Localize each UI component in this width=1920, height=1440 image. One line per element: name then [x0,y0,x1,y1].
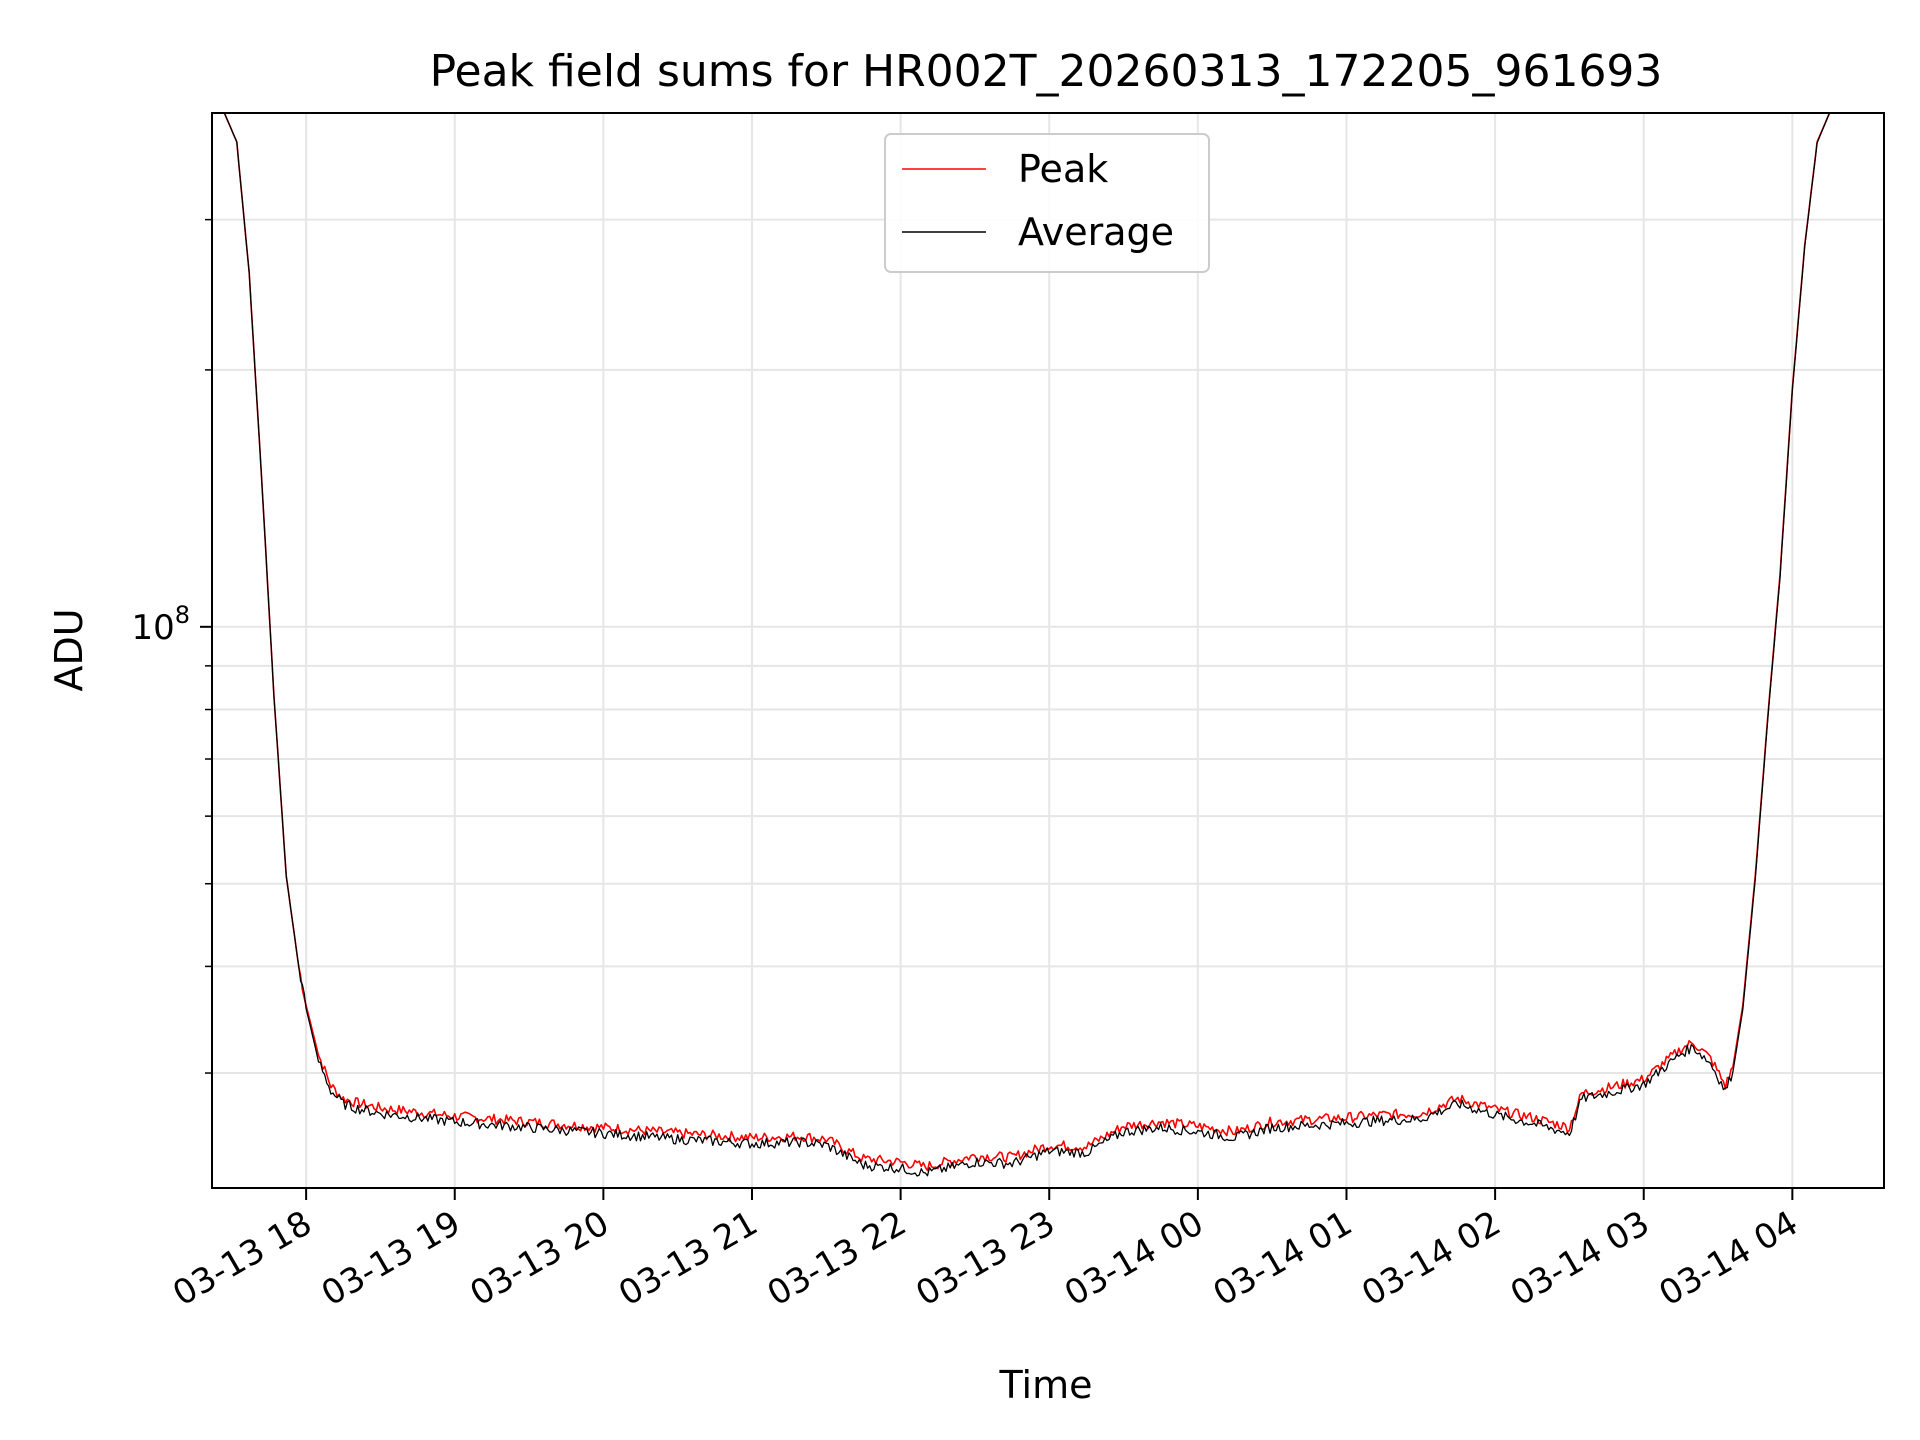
y-axis-label: ADU [47,608,91,691]
series-layer [212,112,1884,1177]
plot-frame [211,112,1885,1189]
legend-label-peak: Peak [1018,147,1108,191]
grid [212,113,1884,1188]
x-axis-label: Time [999,1363,1093,1407]
chart-title: Peak field sums for HR002T_20260313_1722… [430,46,1663,97]
y-tick-label: 108 [131,601,190,648]
series-line-average [212,112,1884,1177]
legend: Peak Average [884,133,1210,273]
legend-label-average: Average [1018,210,1174,254]
